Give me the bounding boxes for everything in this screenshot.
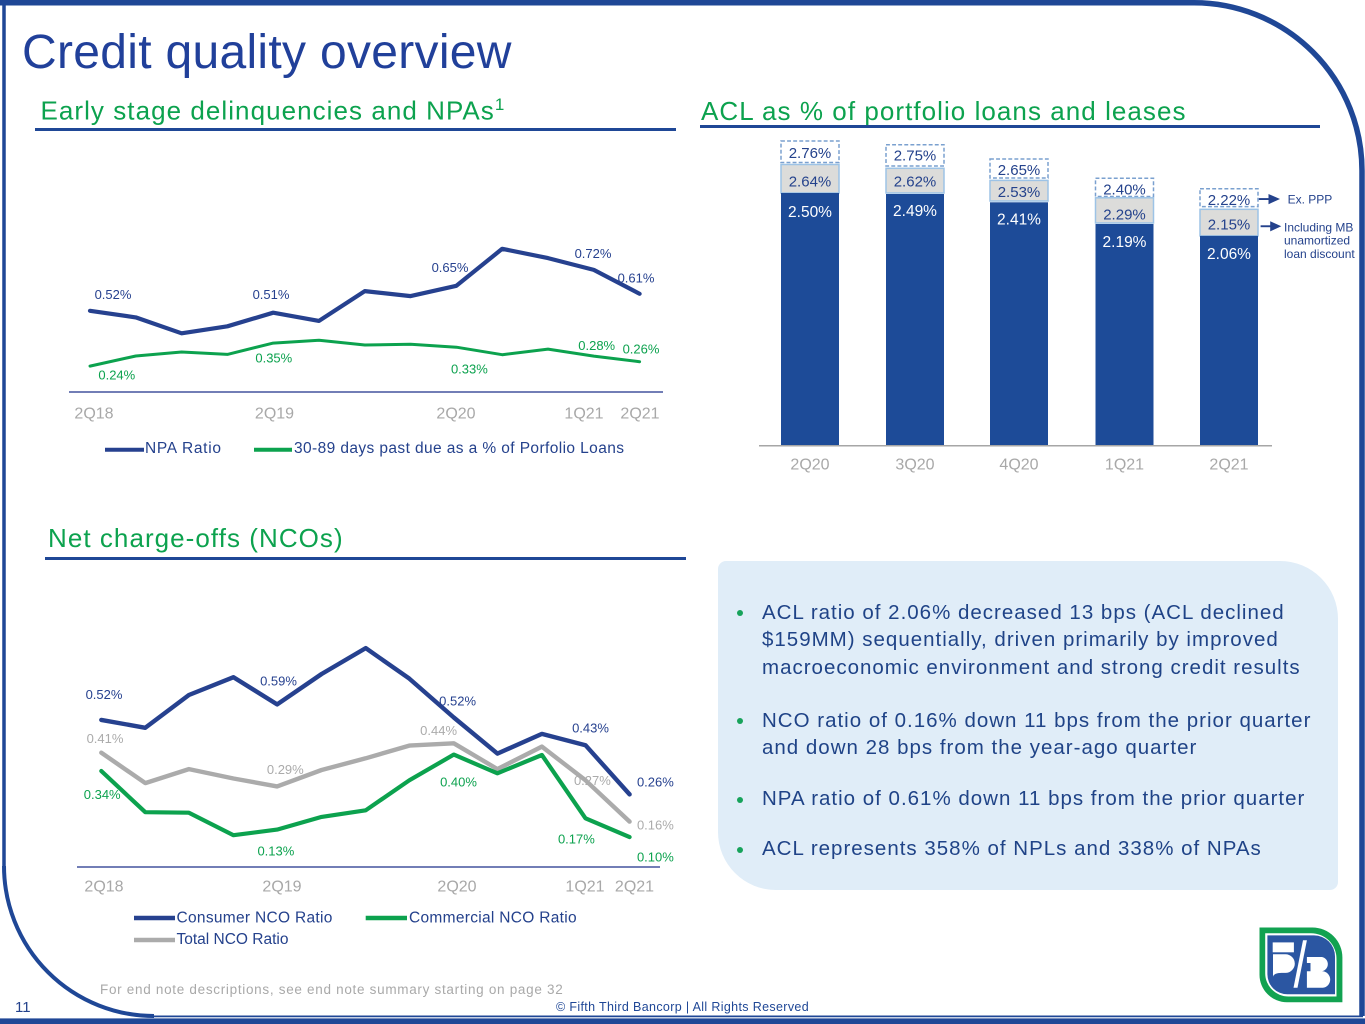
svg-text:0.65%: 0.65% <box>432 260 469 275</box>
svg-text:2.75%: 2.75% <box>894 148 937 165</box>
svg-text:0.72%: 0.72% <box>575 246 612 261</box>
svg-text:0.34%: 0.34% <box>84 787 121 802</box>
svg-text:0.13%: 0.13% <box>257 843 294 858</box>
svg-text:Total NCO Ratio: Total NCO Ratio <box>177 931 289 948</box>
svg-text:0.52%: 0.52% <box>95 287 132 302</box>
svg-text:2.76%: 2.76% <box>789 145 832 162</box>
svg-text:0.61%: 0.61% <box>618 271 655 286</box>
svg-text:0.29%: 0.29% <box>267 762 304 777</box>
svg-text:1Q21: 1Q21 <box>564 406 603 423</box>
svg-text:2.06%: 2.06% <box>1207 246 1251 263</box>
svg-text:2Q21: 2Q21 <box>615 878 654 895</box>
svg-text:Ex. PPP: Ex. PPP <box>1288 192 1333 206</box>
svg-text:Including MB: Including MB <box>1284 220 1353 234</box>
svg-text:Consumer NCO Ratio: Consumer NCO Ratio <box>177 909 333 926</box>
svg-text:4Q20: 4Q20 <box>999 457 1038 474</box>
svg-text:0.28%: 0.28% <box>578 338 615 353</box>
svg-text:1Q21: 1Q21 <box>1105 457 1144 474</box>
svg-text:2.62%: 2.62% <box>894 173 937 190</box>
svg-text:2Q20: 2Q20 <box>436 406 475 423</box>
svg-text:0.35%: 0.35% <box>255 350 292 365</box>
svg-text:2.22%: 2.22% <box>1208 192 1251 209</box>
svg-text:0.41%: 0.41% <box>87 731 124 746</box>
svg-text:2Q18: 2Q18 <box>74 406 113 423</box>
svg-text:2Q21: 2Q21 <box>620 406 659 423</box>
svg-text:0.17%: 0.17% <box>558 832 595 847</box>
svg-text:3Q20: 3Q20 <box>895 457 934 474</box>
svg-text:0.52%: 0.52% <box>439 693 476 708</box>
svg-text:2.50%: 2.50% <box>788 204 832 221</box>
svg-text:0.52%: 0.52% <box>86 687 123 702</box>
svg-text:0.26%: 0.26% <box>637 774 674 789</box>
svg-text:2.15%: 2.15% <box>1208 217 1251 234</box>
svg-text:2.41%: 2.41% <box>997 212 1041 229</box>
svg-text:loan discount: loan discount <box>1284 247 1355 261</box>
svg-text:2.53%: 2.53% <box>998 184 1041 201</box>
svg-text:0.27%: 0.27% <box>574 773 611 788</box>
svg-text:2Q20: 2Q20 <box>790 457 829 474</box>
svg-text:2.29%: 2.29% <box>1103 206 1146 223</box>
svg-text:Commercial NCO Ratio: Commercial NCO Ratio <box>409 909 577 926</box>
svg-text:2Q18: 2Q18 <box>84 878 123 895</box>
svg-text:0.43%: 0.43% <box>572 721 609 736</box>
svg-text:2Q19: 2Q19 <box>255 406 294 423</box>
svg-text:2Q20: 2Q20 <box>437 878 476 895</box>
svg-text:0.10%: 0.10% <box>637 850 674 865</box>
svg-text:0.26%: 0.26% <box>623 342 660 357</box>
svg-text:0.33%: 0.33% <box>451 362 488 377</box>
svg-text:2.65%: 2.65% <box>998 162 1041 179</box>
svg-text:0.40%: 0.40% <box>440 774 477 789</box>
svg-text:0.16%: 0.16% <box>637 818 674 833</box>
svg-text:2.64%: 2.64% <box>789 173 832 190</box>
svg-text:0.44%: 0.44% <box>420 723 457 738</box>
svg-text:2.40%: 2.40% <box>1103 182 1146 199</box>
svg-text:2Q19: 2Q19 <box>262 878 301 895</box>
svg-text:2.19%: 2.19% <box>1103 234 1147 251</box>
svg-text:0.24%: 0.24% <box>98 368 135 383</box>
svg-text:2Q21: 2Q21 <box>1209 457 1248 474</box>
svg-text:1Q21: 1Q21 <box>565 878 604 895</box>
svg-text:2.49%: 2.49% <box>893 203 937 220</box>
svg-text:0.51%: 0.51% <box>253 287 290 302</box>
svg-text:0.59%: 0.59% <box>260 674 297 689</box>
svg-text:unamortized: unamortized <box>1284 234 1350 248</box>
svg-text:NPA Ratio: NPA Ratio <box>145 440 222 457</box>
svg-text:30-89 days past due as a % of: 30-89 days past due as a % of Porfolio L… <box>294 440 624 457</box>
